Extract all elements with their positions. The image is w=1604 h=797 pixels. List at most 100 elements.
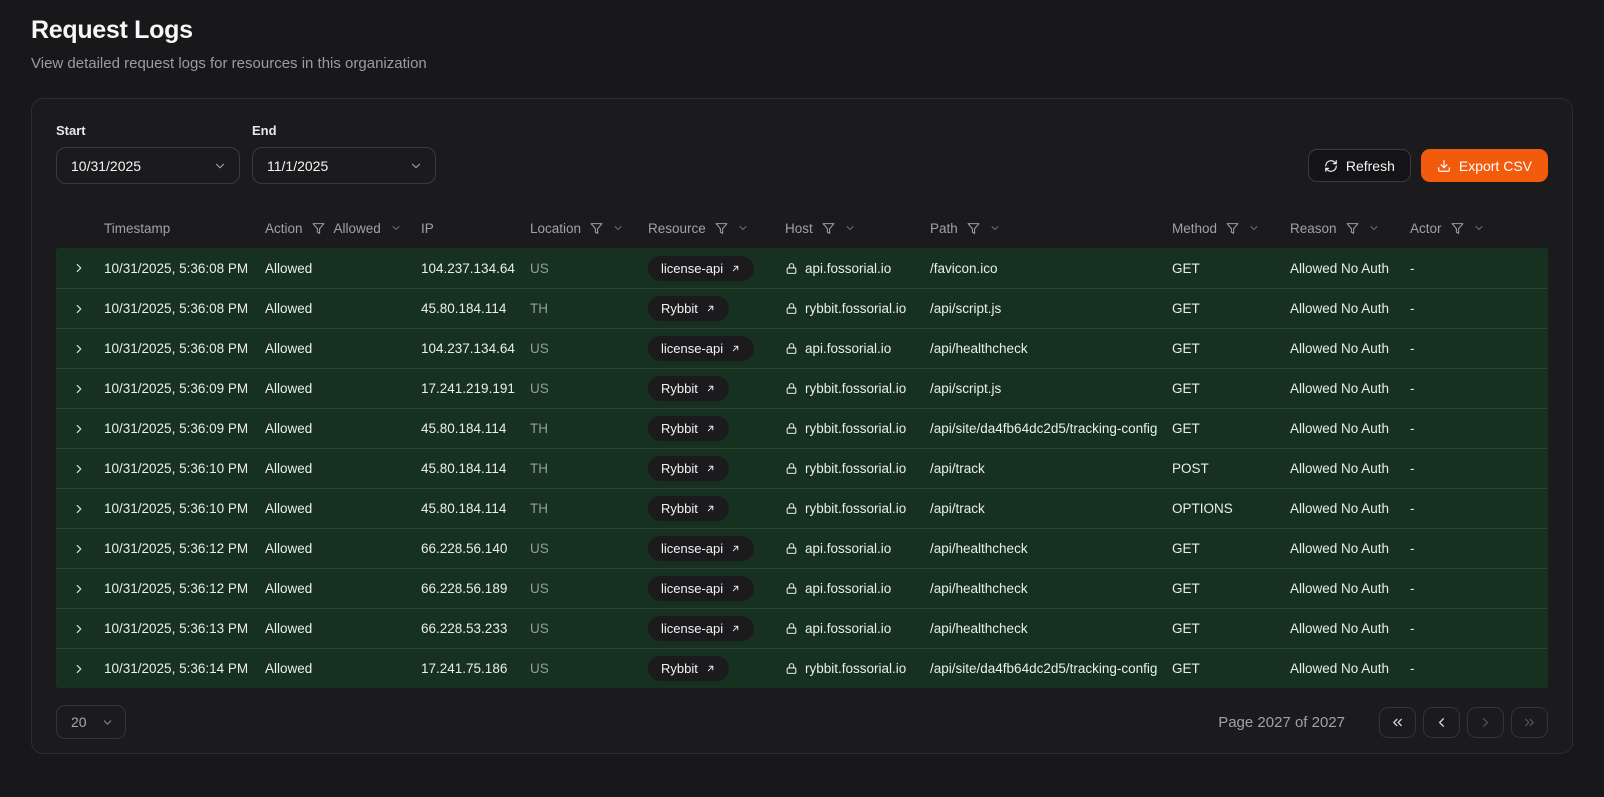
location-cell: TH [530,301,548,316]
filter-icon[interactable] [822,222,835,235]
page-size-value: 20 [71,714,87,730]
resource-badge[interactable]: Rybbit [648,656,729,681]
table-row[interactable]: 10/31/2025, 5:36:08 PM Allowed 104.237.1… [56,248,1548,288]
table-row[interactable]: 10/31/2025, 5:36:14 PM Allowed 17.241.75… [56,648,1548,688]
first-page-button[interactable] [1379,706,1416,738]
end-date-select[interactable]: 11/1/2025 [252,147,436,184]
actor-cell: - [1410,461,1415,476]
filter-icon[interactable] [967,222,980,235]
chevron-down-icon[interactable] [1248,222,1260,234]
expand-row-button[interactable] [56,382,104,396]
column-label: Actor [1410,220,1442,236]
timestamp-cell: 10/31/2025, 5:36:08 PM [104,301,249,316]
filter-icon[interactable] [1346,222,1359,235]
column-header-action: Action Allowed [265,221,421,236]
method-cell: GET [1172,541,1200,556]
table-row[interactable]: 10/31/2025, 5:36:09 PM Allowed 45.80.184… [56,408,1548,448]
host-cell: api.fossorial.io [785,261,930,276]
resource-badge-label: Rybbit [661,421,698,436]
reason-cell: Allowed No Auth [1290,621,1390,636]
resource-badge[interactable]: license-api [648,336,755,361]
lock-icon [785,342,798,355]
path-cell: /favicon.ico [930,260,998,276]
page-title: Request Logs [31,16,193,44]
table-row[interactable]: 10/31/2025, 5:36:12 PM Allowed 66.228.56… [56,528,1548,568]
expand-row-button[interactable] [56,662,104,676]
table-row[interactable]: 10/31/2025, 5:36:09 PM Allowed 17.241.21… [56,368,1548,408]
resource-cell: license-api [648,536,785,561]
resource-badge-label: Rybbit [661,381,698,396]
chevron-down-icon[interactable] [737,222,749,234]
resource-badge[interactable]: Rybbit [648,416,729,441]
expand-row-button[interactable] [56,422,104,436]
resource-badge[interactable]: Rybbit [648,296,729,321]
refresh-button[interactable]: Refresh [1307,149,1411,182]
page-size-select[interactable]: 20 [56,705,126,739]
filter-icon[interactable] [312,222,325,235]
resource-badge[interactable]: Rybbit [648,496,729,521]
resource-cell: Rybbit [648,416,785,441]
reason-cell: Allowed No Auth [1290,341,1390,356]
expand-row-button[interactable] [56,502,104,516]
timestamp-cell: 10/31/2025, 5:36:09 PM [104,421,249,436]
resource-badge[interactable]: license-api [648,536,755,561]
filter-icon[interactable] [1451,222,1464,235]
path-cell: /api/healthcheck [930,621,1028,636]
resource-badge[interactable]: license-api [648,255,755,281]
action-filter-value[interactable]: Allowed [333,220,381,236]
resource-badge[interactable]: Rybbit [648,456,729,481]
location-cell: US [530,541,549,556]
resource-badge-label: license-api [661,541,724,556]
export-csv-button[interactable]: Export CSV [1420,149,1548,182]
table-row[interactable]: 10/31/2025, 5:36:08 PM Allowed 104.237.1… [56,328,1548,368]
table-row[interactable]: 10/31/2025, 5:36:10 PM Allowed 45.80.184… [56,488,1548,528]
filter-icon[interactable] [715,222,728,235]
host-cell: api.fossorial.io [785,341,930,356]
expand-row-button[interactable] [56,342,104,356]
external-link-icon [730,343,741,354]
expand-row-button[interactable] [56,582,104,596]
prev-page-button[interactable] [1423,706,1460,738]
resource-badge[interactable]: license-api [648,576,755,601]
actor-cell: - [1410,581,1415,596]
table-row[interactable]: 10/31/2025, 5:36:13 PM Allowed 66.228.53… [56,608,1548,648]
expand-row-button[interactable] [56,462,104,476]
expand-row-button[interactable] [56,542,104,556]
expand-row-button[interactable] [56,261,104,275]
host-cell: rybbit.fossorial.io [785,301,930,316]
location-cell: US [530,621,549,636]
chevron-down-icon [213,159,227,173]
chevron-down-icon[interactable] [1368,222,1380,234]
expand-row-button[interactable] [56,622,104,636]
next-page-button[interactable] [1467,706,1504,738]
reason-cell: Allowed No Auth [1290,541,1390,556]
resource-badge[interactable]: Rybbit [648,376,729,401]
chevron-down-icon[interactable] [390,222,402,234]
host-value: rybbit.fossorial.io [805,421,907,436]
last-page-button[interactable] [1511,706,1548,738]
ip-cell: 17.241.75.186 [421,661,508,676]
reason-cell: Allowed No Auth [1290,461,1390,476]
resource-badge[interactable]: license-api [648,616,755,641]
actor-cell: - [1410,541,1415,556]
expand-row-button[interactable] [56,302,104,316]
column-label: Timestamp [104,220,171,236]
filter-icon[interactable] [1226,222,1239,235]
column-header-path: Path [930,221,1172,236]
start-date-select[interactable]: 10/31/2025 [56,147,240,184]
location-cell: US [530,341,549,356]
chevron-down-icon[interactable] [989,222,1001,234]
chevron-down-icon[interactable] [844,222,856,234]
chevron-right-icon [72,662,86,676]
resource-cell: license-api [648,576,785,601]
filter-icon[interactable] [590,222,603,235]
table-row[interactable]: 10/31/2025, 5:36:08 PM Allowed 45.80.184… [56,288,1548,328]
chevron-down-icon[interactable] [1473,222,1485,234]
path-cell: /api/healthcheck [930,541,1028,556]
resource-cell: Rybbit [648,456,785,481]
table-row[interactable]: 10/31/2025, 5:36:12 PM Allowed 66.228.56… [56,568,1548,608]
table-row[interactable]: 10/31/2025, 5:36:10 PM Allowed 45.80.184… [56,448,1548,488]
chevron-down-icon[interactable] [612,222,624,234]
start-date-value: 10/31/2025 [71,157,142,174]
path-cell: /api/track [930,461,985,476]
